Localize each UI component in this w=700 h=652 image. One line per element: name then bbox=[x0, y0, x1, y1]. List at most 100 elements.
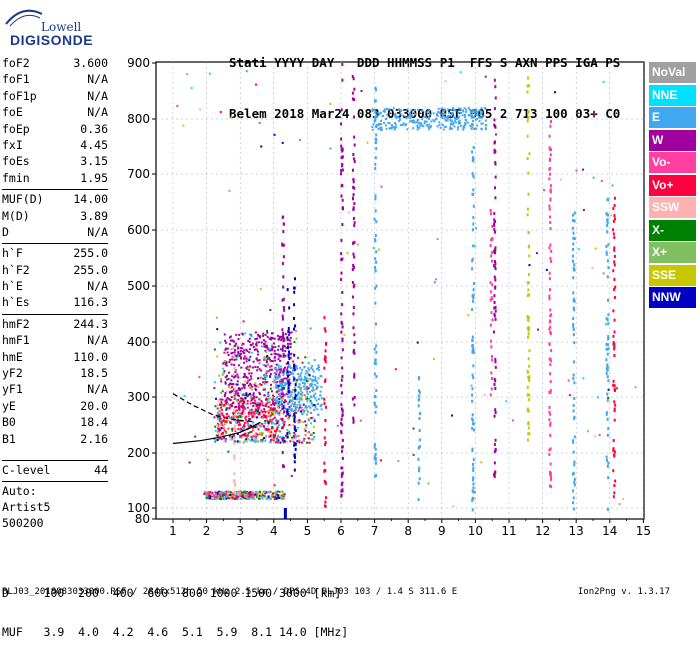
echo-point bbox=[258, 433, 261, 436]
echo-point bbox=[324, 418, 327, 422]
echo-point bbox=[341, 423, 344, 427]
echo-point bbox=[375, 322, 378, 326]
echo-point bbox=[549, 314, 552, 318]
echo-point bbox=[263, 495, 266, 498]
echo-point bbox=[244, 433, 247, 436]
echo-point bbox=[257, 386, 260, 389]
echo-point bbox=[258, 336, 261, 339]
echo-point bbox=[549, 243, 552, 247]
echo-point bbox=[299, 396, 302, 399]
echo-point bbox=[221, 495, 224, 498]
echo-point bbox=[276, 380, 279, 383]
echo-point bbox=[206, 493, 209, 496]
echo-point bbox=[229, 438, 232, 441]
echo-point bbox=[439, 126, 442, 129]
echo-point bbox=[254, 382, 257, 385]
ionogram-chart: 1 2 3 4 5 6 7 8 9 10 11 12 13 14 158010020030040050060… bbox=[127, 56, 651, 538]
echo-point bbox=[263, 408, 266, 411]
echo-point bbox=[282, 393, 285, 397]
echo-point bbox=[399, 112, 402, 115]
echo-point bbox=[231, 339, 234, 342]
echo-point bbox=[241, 383, 244, 386]
echo-point bbox=[417, 457, 420, 461]
echo-point bbox=[461, 114, 464, 117]
echo-point bbox=[282, 340, 285, 343]
echo-point bbox=[275, 490, 278, 493]
echo-point bbox=[281, 262, 284, 266]
echo-point bbox=[289, 353, 292, 356]
echo-point bbox=[284, 350, 287, 353]
echo-point bbox=[260, 424, 263, 427]
echo-point bbox=[214, 492, 217, 495]
echo-point bbox=[323, 357, 326, 361]
param-row: yF2 18.5 bbox=[2, 366, 108, 382]
echo-point bbox=[272, 434, 275, 437]
echo-point bbox=[247, 432, 250, 435]
echo-point bbox=[268, 347, 271, 350]
echo-point bbox=[262, 377, 265, 380]
echo-point bbox=[239, 353, 242, 356]
echo-point bbox=[607, 396, 610, 399]
echo-point bbox=[423, 122, 426, 125]
echo-point bbox=[550, 349, 553, 353]
echo-point bbox=[549, 389, 552, 393]
echo-point bbox=[493, 148, 496, 152]
echo-point bbox=[313, 409, 316, 412]
echo-point bbox=[272, 400, 275, 403]
echo-point bbox=[246, 402, 249, 405]
echo-point bbox=[274, 376, 277, 379]
echo-point bbox=[258, 341, 261, 344]
echo-point bbox=[405, 123, 408, 126]
echo-point bbox=[252, 360, 255, 363]
echo-point bbox=[572, 268, 575, 272]
echo-point bbox=[239, 346, 242, 349]
echo-point bbox=[606, 433, 609, 437]
echo-point bbox=[293, 415, 296, 419]
echo-point bbox=[263, 358, 266, 361]
echo-point bbox=[352, 153, 355, 157]
echo-point bbox=[281, 349, 284, 352]
echo-point bbox=[415, 121, 418, 124]
echo-point bbox=[254, 437, 257, 440]
echo-point bbox=[263, 394, 266, 397]
echo-point bbox=[294, 428, 297, 432]
echo-point bbox=[271, 349, 274, 352]
echo-point bbox=[528, 375, 531, 379]
echo-point bbox=[383, 110, 386, 113]
param-name: foF1p bbox=[2, 88, 37, 103]
echo-point bbox=[474, 227, 477, 230]
echo-point bbox=[275, 368, 278, 371]
echo-point bbox=[528, 398, 531, 402]
echo-point bbox=[489, 209, 492, 213]
echo-point bbox=[292, 402, 295, 405]
echo-point bbox=[263, 388, 266, 391]
echo-point bbox=[274, 400, 277, 403]
logo-swoosh-icon bbox=[5, 9, 43, 27]
echo-point bbox=[340, 156, 343, 160]
echo-point bbox=[279, 441, 282, 444]
echo-point bbox=[341, 78, 344, 82]
echo-point bbox=[208, 72, 211, 75]
echo-point bbox=[484, 119, 487, 122]
echo-point bbox=[548, 484, 551, 488]
echo-point bbox=[274, 432, 277, 435]
echo-point bbox=[470, 127, 473, 130]
echo-point bbox=[284, 354, 287, 357]
echo-point bbox=[265, 398, 268, 401]
echo-point bbox=[258, 404, 261, 407]
echo-point bbox=[315, 368, 318, 371]
echo-point bbox=[281, 337, 284, 340]
param-value: 18.5 bbox=[80, 366, 108, 381]
echo-point bbox=[313, 383, 316, 386]
echo-point bbox=[475, 113, 478, 116]
echo-point bbox=[491, 283, 494, 287]
param-row: M(D) 3.89 bbox=[2, 209, 108, 225]
echo-point bbox=[267, 411, 270, 414]
echo-point bbox=[277, 397, 280, 400]
echo-point bbox=[268, 498, 271, 501]
echo-point bbox=[371, 128, 374, 131]
echo-point bbox=[527, 293, 530, 297]
echo-point bbox=[324, 428, 327, 432]
echo-point bbox=[306, 388, 309, 391]
echo-point bbox=[312, 438, 315, 441]
